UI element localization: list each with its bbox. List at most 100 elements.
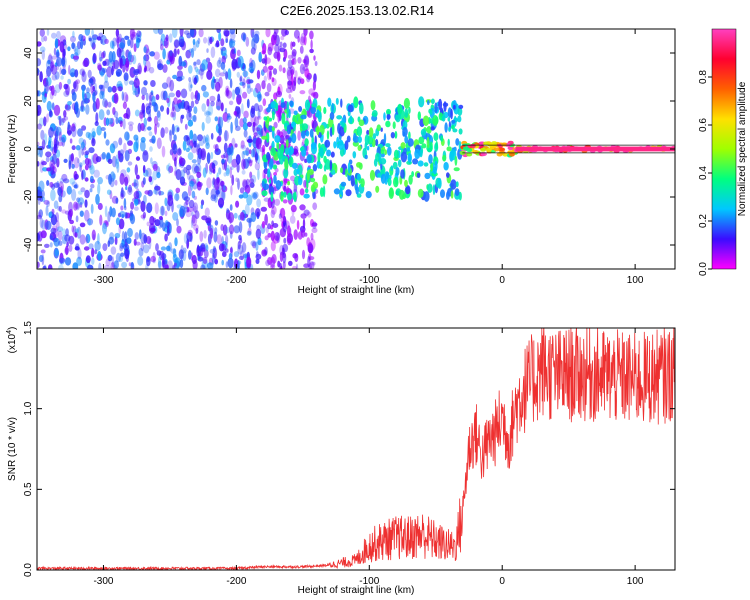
spectrogram-cell-0-283 [149, 94, 152, 106]
spectrogram-cell-0-1124 [89, 188, 93, 193]
spectrogram-cell-1-305 [311, 222, 318, 227]
spectrogram-cell-0-1110 [88, 165, 93, 170]
spectrogram-cell-2-440 [316, 109, 320, 118]
spectrogram-cell-1-75 [289, 215, 296, 224]
spectrogram-cell-0-1070 [111, 207, 116, 218]
spectrogram-cell-0-1081 [256, 115, 262, 120]
spectrogram-cell-0-562 [238, 234, 242, 241]
spectrogram-cell-0-949 [191, 190, 196, 199]
spectrogram-cell-2-483 [309, 128, 314, 138]
spectrogram-cell-0-802 [237, 178, 240, 190]
spectrogram-cell-0-695 [85, 233, 91, 244]
spectrogram-cell-0-937 [169, 79, 175, 92]
spectrogram-cell-0-1002 [37, 41, 42, 47]
spectrogram-cell-0-792 [71, 91, 77, 102]
spectrogram-cell-0-606 [40, 190, 45, 199]
spectrogram-cell-1-155 [267, 46, 273, 56]
spectrogram-cell-2-24 [326, 130, 330, 140]
spectrogram-cell-2-439 [434, 160, 438, 171]
spectrogram-cell-0-592 [214, 116, 219, 122]
spectrogram-cell-2-424 [339, 126, 345, 137]
spectrogram-cell-3-63 [483, 141, 489, 146]
spectrogram-cell-2-191 [366, 145, 370, 151]
spectrogram-cell-0-388 [104, 205, 108, 218]
spectrogram-cell-0-43 [222, 68, 227, 74]
spectrogram-cell-2-480 [385, 143, 391, 148]
spectrogram-cell-0-620 [104, 100, 109, 109]
spectrogram-cell-0-38 [185, 49, 191, 59]
spectrogram-cell-0-1240 [124, 35, 130, 40]
spectrogram-cell-0-798 [80, 143, 84, 151]
spectrogram-cell-0-740 [107, 240, 111, 248]
spectrogram-cell-2-31 [424, 172, 431, 180]
spectrogram-cell-0-1300 [85, 235, 89, 244]
spectrogram-cell-0-813 [239, 81, 246, 86]
spectrogram-cell-2-350 [453, 104, 456, 110]
spectrogram-cell-0-1016 [196, 171, 202, 179]
spectrogram-cell-0-1236 [88, 37, 92, 42]
spectrogram-cell-1-158 [282, 243, 289, 253]
spectrogram-cell-0-1309 [209, 36, 213, 45]
spectrogram-cell-0-1029 [188, 250, 192, 260]
spectrogram-cell-0-512 [56, 226, 64, 232]
spectrogram-cell-0-568 [246, 98, 250, 109]
spectrogram-cell-0-664 [207, 104, 214, 117]
spectrogram-cell-0-1213 [55, 51, 60, 59]
spectrogram-cell-0-157 [156, 110, 161, 118]
spectrogram-cell-0-756 [127, 227, 133, 238]
spectrogram-cell-1-104 [304, 68, 310, 78]
spectrogram-cell-0-1239 [201, 59, 208, 71]
spectrogram-cell-2-26 [304, 188, 309, 194]
spectrogram-cell-0-122 [233, 225, 240, 234]
spectrogram-cell-0-347 [46, 180, 50, 186]
spectrogram-cell-0-879 [256, 69, 261, 80]
spectrogram-cell-0-628 [249, 178, 255, 184]
spectrogram-cell-0-358 [230, 166, 234, 171]
spectrogram-cell-0-1123 [189, 29, 195, 37]
spectrogram-cell-2-460 [441, 115, 446, 122]
spectrogram-cell-0-880 [247, 121, 252, 128]
spectrogram-cell-0-1268 [169, 223, 172, 234]
spectrogram-cell-0-579 [97, 64, 102, 71]
spectrogram-cell-2-412 [386, 114, 391, 120]
spectrogram-cell-1-231 [308, 88, 315, 96]
spectrogram-cell-0-827 [38, 209, 43, 218]
spectrogram-cell-0-169 [59, 177, 64, 184]
spectrogram-cell-0-172 [193, 165, 200, 174]
spectrogram-cell-0-335 [58, 137, 64, 142]
spectrogram-cell-0-1408 [129, 213, 136, 225]
spectrogram-cell-0-1079 [220, 61, 226, 70]
spectrogram-cell-0-501 [176, 127, 180, 132]
spectrogram-cell-0-1375 [119, 120, 123, 128]
spectrogram-cell-0-706 [180, 88, 188, 99]
spectrogram-cell-0-1135 [115, 197, 119, 204]
spectrogram-cell-2-227 [448, 126, 451, 132]
spectrogram-cell-0-1403 [248, 149, 252, 155]
spectrogram-cell-0-710 [123, 174, 130, 184]
spectrogram-cell-0-456 [61, 55, 67, 68]
spectrogram-cell-0-94 [194, 210, 200, 220]
snr-series-line [37, 328, 675, 570]
spectrogram-cell-0-951 [205, 142, 210, 150]
spectrogram-cell-2-486 [341, 121, 346, 128]
spectrogram-cell-0-1131 [74, 183, 79, 189]
spectrogram-cell-0-935 [106, 189, 112, 195]
spectrogram-cell-0-513 [200, 199, 205, 206]
spectrogram-cell-0-1074 [171, 106, 176, 118]
spectrogram-cell-0-398 [62, 178, 70, 184]
spectrogram-cell-1-319 [277, 260, 281, 268]
spectrogram-cell-0-1007 [77, 197, 85, 205]
spectrogram-cell-2-448 [378, 153, 382, 165]
spectrogram-cell-0-800 [105, 139, 110, 146]
spectrogram-cell-0-1192 [236, 162, 240, 173]
spectrogram-cell-3-68 [493, 147, 500, 152]
spectrogram-cell-0-540 [171, 123, 175, 136]
spectrogram-cell-0-1126 [83, 146, 87, 151]
spectrogram-cell-1-175 [309, 261, 315, 269]
spectrogram-cell-0-1172 [188, 180, 195, 187]
spectrogram-cell-2-477 [331, 123, 335, 136]
spectrogram-cell-1-291 [279, 47, 286, 53]
spectrogram-cell-0-715 [123, 92, 128, 103]
spectrogram-cell-0-797 [51, 32, 57, 39]
spectrogram-cell-2-260 [387, 177, 392, 187]
